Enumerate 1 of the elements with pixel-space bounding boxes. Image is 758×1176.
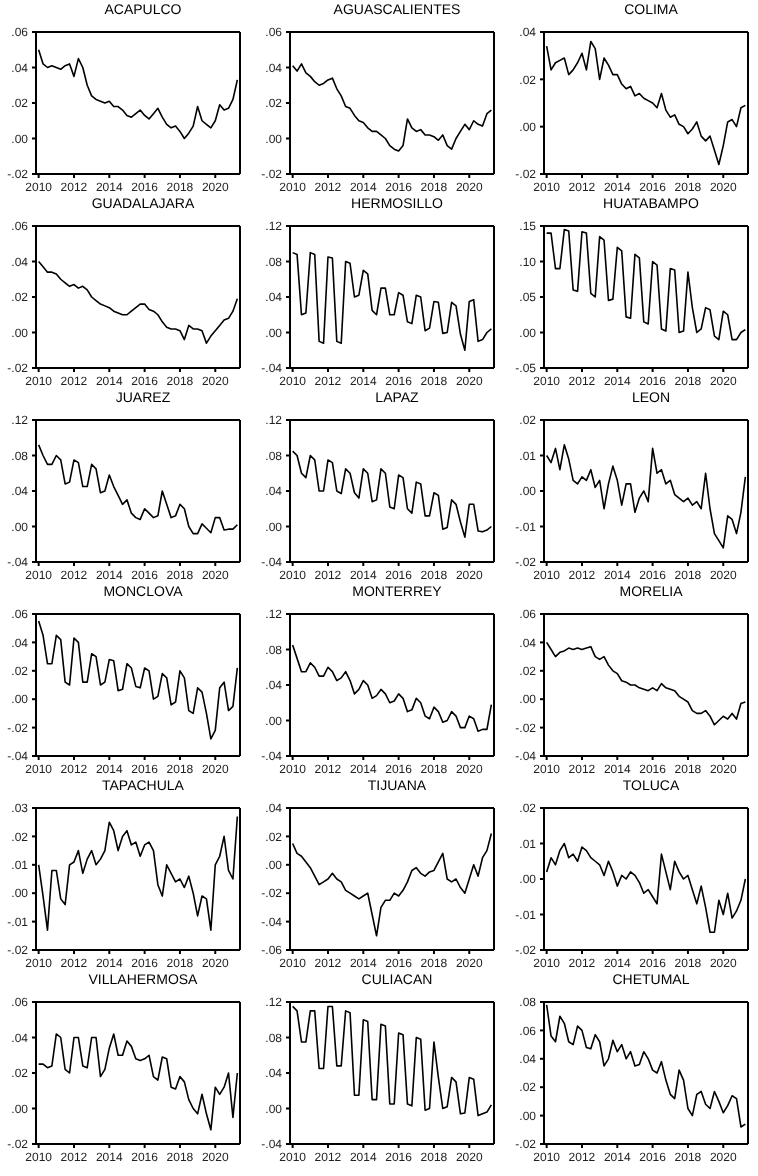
- line-series: [545, 40, 747, 166]
